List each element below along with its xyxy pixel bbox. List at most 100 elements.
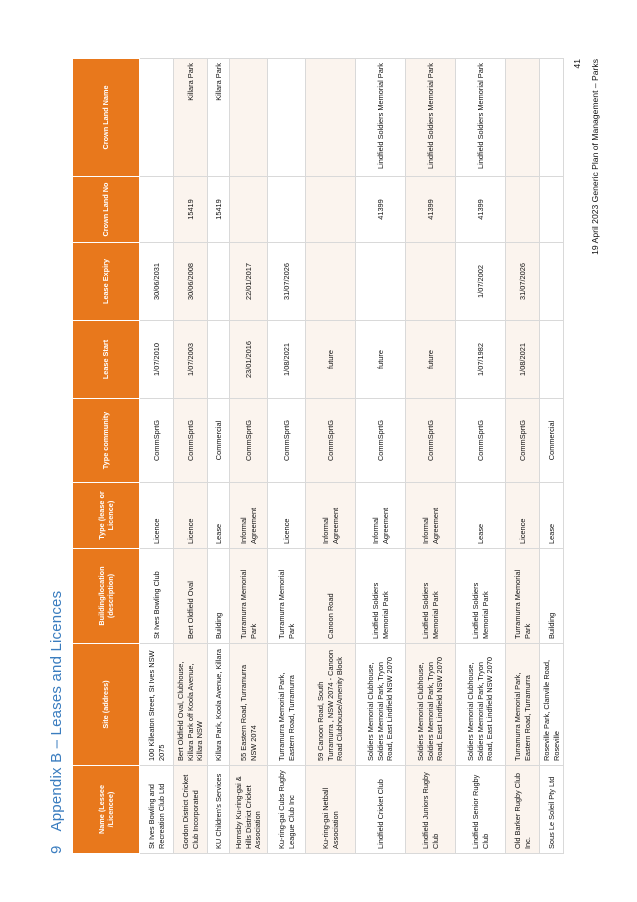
table-cell: CommSprtG xyxy=(229,398,268,483)
column-header: Lease Start xyxy=(72,320,140,399)
table-cell xyxy=(505,58,540,177)
section-title: Appendix B – Leases and Licences xyxy=(48,590,65,832)
table-cell: 31/07/2026 xyxy=(505,242,540,321)
table-cell: 30/06/2008 xyxy=(173,242,208,321)
leases-table: Name (Lessee /Licencee) Site (address) B… xyxy=(72,58,564,854)
table-cell: CommSprtG xyxy=(305,398,356,483)
table-cell: St Ives Bowling and Recreation Club Ltd xyxy=(139,765,174,854)
table-cell xyxy=(267,176,306,243)
table-cell xyxy=(305,176,356,243)
table-cell: 22/01/2017 xyxy=(229,242,268,321)
table-cell: 59 Canoon Road, South Turramurra , NSW 2… xyxy=(305,643,356,766)
table-cell: CommSprtG xyxy=(267,398,306,483)
table-cell xyxy=(505,176,540,243)
table-cell: future xyxy=(355,320,406,399)
table-cell: Informal Agreement xyxy=(229,482,268,549)
table-row: Lindfield Cricket Club Soldiers Memorial … xyxy=(355,58,406,854)
table-cell: CommSprtG xyxy=(405,398,456,483)
section-heading: 9 Appendix B – Leases and Licences xyxy=(48,591,65,854)
table-cell: Soldiers Memorial Clubhouse, Soldiers Me… xyxy=(355,643,406,766)
table-cell: Lindfield Cricket Club xyxy=(355,765,406,854)
column-header: Type community xyxy=(72,398,140,483)
table-cell: 31/07/2026 xyxy=(267,242,306,321)
table-header-row: Name (Lessee /Licencee) Site (address) B… xyxy=(72,58,140,854)
table-row: St Ives Bowling and Recreation Club Ltd 1… xyxy=(139,58,174,854)
table-cell: 23/01/2016 xyxy=(229,320,268,399)
table-cell: Soldiers Memorial Clubhouse, Soldiers Me… xyxy=(405,643,456,766)
table-cell: Killara Park xyxy=(207,58,230,177)
table-cell: Canoon Road xyxy=(305,548,356,644)
table-cell: Licence xyxy=(173,482,208,549)
table-cell: 30/06/2031 xyxy=(139,242,174,321)
table-cell xyxy=(539,58,564,177)
table-cell: Killara Park, Koola Avenue, Killara xyxy=(207,643,230,766)
table-cell: Bert Oldfield Oval xyxy=(173,548,208,644)
page-number: 41 xyxy=(572,59,582,69)
column-header: Crown Land Name xyxy=(72,58,140,177)
table-cell: 1/08/2021 xyxy=(267,320,306,399)
table-cell: 1/07/1982 xyxy=(455,320,506,399)
table-cell: 15419 xyxy=(173,176,208,243)
table-cell: Lease xyxy=(455,482,506,549)
table-cell: St Ives Bowling Club xyxy=(139,548,174,644)
table-cell: Ku-ring-gai Netball Association xyxy=(305,765,356,854)
table-row: Gordon District Cricket Club Incorporate… xyxy=(173,58,208,854)
table-cell: Licence xyxy=(267,482,306,549)
table-cell: Lease xyxy=(539,482,564,549)
table-row: Ku-ring-gai Cubs Rugby League Club Inc Tu… xyxy=(267,58,306,854)
table-cell: Lindfield Soldiers Memorial Park xyxy=(455,58,506,177)
table-cell: Licence xyxy=(505,482,540,549)
table-row: Ku-ring-gai Netball Association 59 Canoon… xyxy=(305,58,356,854)
table-cell: Hornsby Ku-ring-gai & Hills District Cri… xyxy=(229,765,268,854)
table-cell: Sous Le Soleil Pty Ltd xyxy=(539,765,564,854)
table-cell xyxy=(229,176,268,243)
table-cell: 1/08/2021 xyxy=(505,320,540,399)
table-cell: Lindfield Juniors Rugby Club xyxy=(405,765,456,854)
table-body: St Ives Bowling and Recreation Club Ltd 1… xyxy=(139,58,564,854)
table-cell: Turramurra Memorial Park, Eastern Road, … xyxy=(505,643,540,766)
table-cell: Informal Agreement xyxy=(405,482,456,549)
table-cell: Lindfield Soldiers Memorial Park xyxy=(405,58,456,177)
table-cell: Old Barker Rugby Club Inc. xyxy=(505,765,540,854)
table-cell: Lindfield Soldiers Memorial Park xyxy=(355,548,406,644)
section-number: 9 xyxy=(48,845,65,854)
table-cell xyxy=(139,176,174,243)
table-cell: Killara Park xyxy=(173,58,208,177)
table-cell xyxy=(539,320,564,399)
table-cell: Ku-ring-gai Cubs Rugby League Club Inc xyxy=(267,765,306,854)
table-row: Hornsby Ku-ring-gai & Hills District Cri… xyxy=(229,58,268,854)
table-cell: 41399 xyxy=(455,176,506,243)
table-cell: 100 Killeaton Street, St Ives NSW 2075 xyxy=(139,643,174,766)
table-cell: 41399 xyxy=(405,176,456,243)
table-cell: future xyxy=(305,320,356,399)
table-cell: Lease xyxy=(207,482,230,549)
table-cell: Turramurra Memorial Park xyxy=(229,548,268,644)
table-row: Old Barker Rugby Club Inc. Turramurra Mem… xyxy=(505,58,540,854)
table-cell: Commercial xyxy=(207,398,230,483)
column-header: Site (address) xyxy=(72,643,140,766)
table-row: KU Children's Services Killara Park, Kool… xyxy=(207,58,230,854)
table-cell xyxy=(539,242,564,321)
column-header: Lease Expiry xyxy=(72,242,140,321)
table-cell xyxy=(139,58,174,177)
column-header: Type (lease or Licence) xyxy=(72,482,140,549)
table-cell xyxy=(207,320,230,399)
table-cell: CommSprtG xyxy=(355,398,406,483)
table-cell: Commercial xyxy=(539,398,564,483)
table-cell xyxy=(229,58,268,177)
table-cell xyxy=(405,242,456,321)
column-header: Building/location (description) xyxy=(72,548,140,644)
table-cell: 1/07/2003 xyxy=(173,320,208,399)
table-cell: Building xyxy=(207,548,230,644)
table-cell: Soldiers Memorial Clubhouse, Soldiers Me… xyxy=(455,643,506,766)
table-cell: Turramurra Memorial Park, Eastern Road, … xyxy=(267,643,306,766)
table-cell: Lindfield Soldiers Memorial Park xyxy=(355,58,406,177)
table-cell: CommSprtG xyxy=(139,398,174,483)
table-cell: KU Children's Services xyxy=(207,765,230,854)
column-header: Crown Land No xyxy=(72,176,140,243)
table-row: Lindfield Juniors Rugby Club Soldiers Mem… xyxy=(405,58,456,854)
table-cell: CommSprtG xyxy=(455,398,506,483)
table-cell: future xyxy=(405,320,456,399)
table-cell: Informal Agreement xyxy=(355,482,406,549)
